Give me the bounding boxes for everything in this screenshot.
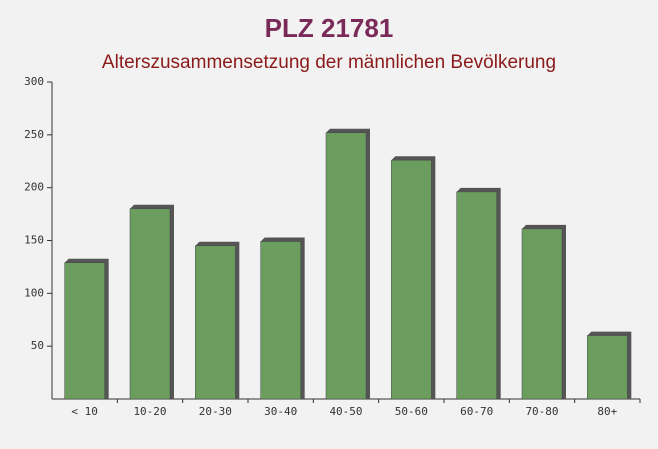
bar: [260, 241, 301, 400]
bar: [64, 262, 105, 400]
bar: [587, 335, 628, 400]
x-tick-label: 60-70: [460, 405, 493, 418]
x-tick-label: 10-20: [133, 405, 166, 418]
chart-title: PLZ 21781: [265, 13, 394, 43]
y-tick-label: 250: [24, 128, 44, 141]
bar: [195, 245, 236, 400]
y-tick-label: 50: [31, 339, 44, 352]
x-tick-label: 40-50: [329, 405, 362, 418]
x-tick-label: 70-80: [525, 405, 558, 418]
x-tick-label: 50-60: [395, 405, 428, 418]
chart-subtitle: Alterszusammensetzung der männlichen Bev…: [102, 52, 556, 73]
bar: [325, 132, 367, 400]
x-tick-label: 30-40: [264, 405, 297, 418]
bar: [521, 228, 563, 400]
bar: [391, 159, 432, 400]
bar: [129, 208, 171, 400]
y-tick-label: 200: [24, 181, 44, 194]
y-tick-label: 150: [24, 234, 44, 247]
x-tick-label: 80+: [597, 405, 617, 418]
y-tick-label: 100: [24, 286, 44, 299]
x-tick-label: < 10: [71, 405, 98, 418]
y-tick-label: 300: [24, 75, 44, 88]
bar: [456, 191, 497, 400]
x-tick-label: 20-30: [199, 405, 232, 418]
